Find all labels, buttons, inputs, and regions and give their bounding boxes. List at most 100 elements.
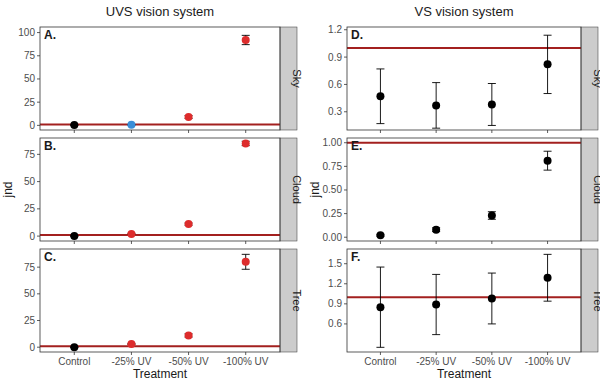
error-bar — [488, 84, 496, 126]
y-tick — [37, 347, 40, 348]
data-layer — [347, 254, 581, 347]
data-layer — [347, 143, 581, 240]
y-tick-label: 0.9 — [328, 52, 342, 63]
error-cap — [488, 83, 496, 84]
point — [544, 274, 552, 282]
y-tick-label: 0 — [29, 120, 35, 131]
panel-letter: C. — [44, 250, 56, 264]
point — [127, 340, 135, 348]
point — [432, 301, 440, 309]
point — [242, 258, 250, 266]
point — [127, 230, 135, 238]
x-tick — [188, 130, 189, 133]
error-bar — [376, 69, 384, 124]
column-title: UVS vision system — [106, 4, 214, 19]
plot-area — [40, 138, 280, 241]
error-cap — [242, 254, 250, 255]
panel-letter: B. — [44, 139, 56, 153]
y-tick — [37, 55, 40, 56]
x-tick — [547, 130, 548, 133]
y-tick — [37, 236, 40, 237]
x-axis-label: Treatment — [437, 367, 492, 381]
error-cap — [242, 269, 250, 270]
x-tick — [131, 130, 132, 133]
y-tick — [344, 84, 347, 85]
point — [185, 113, 193, 121]
plot-area — [40, 249, 280, 352]
error-bar — [242, 254, 250, 269]
x-tick — [380, 352, 381, 355]
y-tick-label: 75 — [24, 50, 36, 61]
y-tick-label: 25 — [24, 203, 36, 214]
point — [70, 121, 78, 129]
y-tick-label: 0.6 — [328, 318, 342, 329]
error-cap — [376, 68, 384, 69]
column-title: VS vision system — [415, 4, 514, 19]
x-tick — [491, 130, 492, 133]
point — [488, 211, 496, 219]
error-cap — [544, 254, 552, 255]
y-tick-label: 0.25 — [323, 208, 343, 219]
error-bar — [488, 212, 496, 220]
y-tick-label: 75 — [24, 149, 36, 160]
error-bar — [432, 83, 440, 129]
panel-letter: D. — [351, 28, 363, 42]
panel-frame — [347, 138, 581, 241]
y-tick-label: 0.50 — [323, 184, 343, 195]
error-cap — [432, 128, 440, 129]
x-tick-label: -100% UV — [525, 356, 571, 367]
x-tick — [74, 130, 75, 133]
error-cap — [242, 44, 250, 45]
y-tick-label: 1.5 — [328, 258, 342, 269]
error-cap — [376, 267, 384, 268]
x-tick — [245, 130, 246, 133]
x-tick — [436, 352, 437, 355]
point — [544, 60, 552, 68]
facet-label: Cloud — [291, 175, 303, 204]
facet-label: Tree — [291, 289, 303, 311]
panel-frame — [40, 138, 280, 241]
y-tick-label: 0.00 — [323, 232, 343, 243]
y-tick — [344, 237, 347, 238]
error-bar — [544, 151, 552, 170]
error-bar — [544, 254, 552, 301]
x-tick-label: Control — [58, 356, 90, 367]
facet-label: Tree — [592, 289, 600, 311]
y-tick — [37, 320, 40, 321]
point — [185, 331, 193, 339]
x-axis-label: Treatment — [133, 367, 188, 381]
error-cap — [544, 151, 552, 152]
error-bar — [544, 35, 552, 93]
y-tick — [344, 303, 347, 304]
panel: Tree0.60.91.21.5Control-25% UV-50% UV-10… — [328, 249, 600, 381]
y-tick — [344, 283, 347, 284]
y-tick — [344, 323, 347, 324]
y-tick-label: 100 — [18, 27, 35, 38]
error-cap — [376, 347, 384, 348]
y-tick — [37, 267, 40, 268]
panel-frame — [40, 249, 280, 352]
x-tick — [245, 241, 246, 244]
panel-letter: F. — [351, 250, 360, 264]
error-cap — [242, 35, 250, 36]
error-cap — [376, 123, 384, 124]
x-tick — [245, 352, 246, 355]
panel: Cloud0255075B.jnd — [1, 138, 303, 244]
error-cap — [432, 334, 440, 335]
data-layer — [347, 35, 581, 128]
point — [432, 101, 440, 109]
panel-frame — [347, 249, 581, 352]
error-cap — [488, 273, 496, 274]
error-cap — [544, 301, 552, 302]
y-tick — [37, 154, 40, 155]
y-tick — [344, 189, 347, 190]
error-cap — [544, 170, 552, 171]
x-tick-label: Control — [364, 356, 396, 367]
error-cap — [488, 323, 496, 324]
y-tick-label: 25 — [24, 97, 36, 108]
point — [376, 303, 384, 311]
x-tick-label: -25% UV — [111, 356, 151, 367]
error-bar — [242, 35, 250, 44]
point — [544, 157, 552, 165]
x-tick — [436, 241, 437, 244]
